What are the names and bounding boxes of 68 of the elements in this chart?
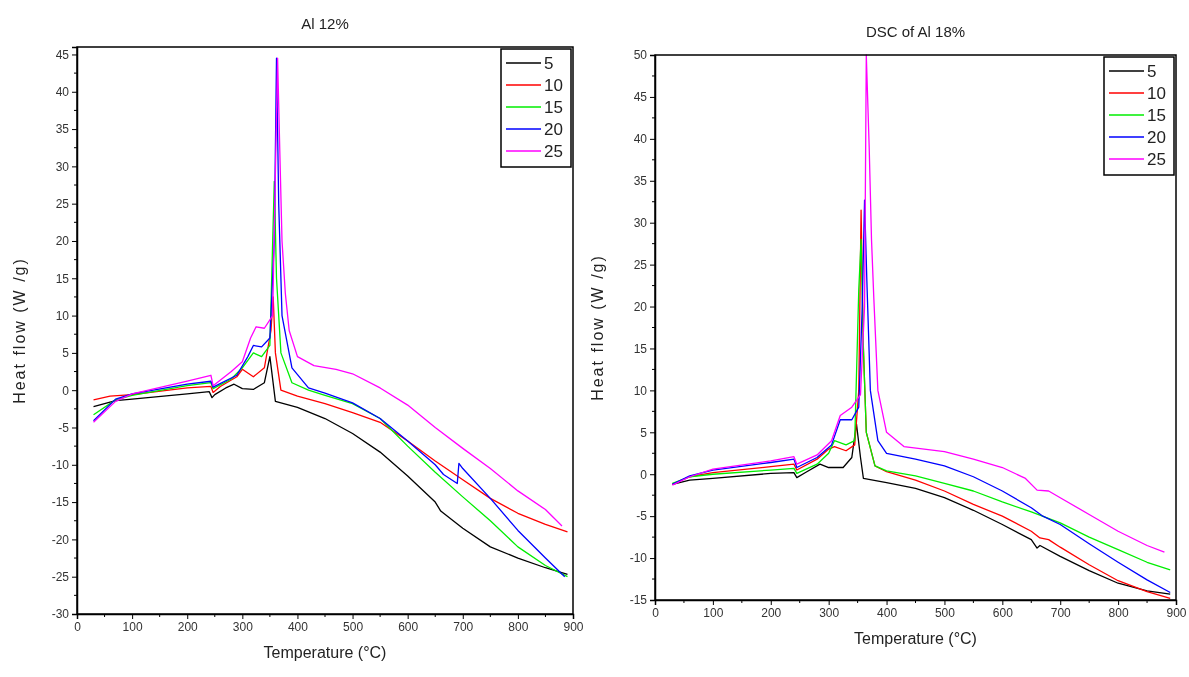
y-tick-label: 35	[633, 174, 648, 189]
x-tick-label: 300	[232, 619, 254, 634]
legend-label: 15	[1147, 106, 1166, 125]
x-axis-title: Temperature (°C)	[263, 644, 387, 661]
x-axis-title: Temperature (°C)	[854, 630, 977, 647]
chart-title: Al 12%	[301, 15, 349, 32]
legend-label: 10	[1147, 84, 1166, 103]
legend-label: 25	[544, 142, 563, 161]
y-tick-label: 25	[55, 197, 70, 212]
y-tick-label: 30	[55, 159, 70, 174]
x-tick-label: 600	[398, 619, 419, 634]
y-tick-label: 5	[62, 346, 70, 361]
line-series	[671, 54, 1166, 553]
legend-label: 20	[544, 120, 563, 139]
x-tick-label: 500	[934, 605, 956, 620]
x-tick-label: 0	[74, 619, 82, 634]
y-tick-label: -25	[51, 570, 70, 585]
y-tick-label: 50	[633, 48, 648, 63]
y-tick-label: 40	[633, 132, 648, 147]
y-tick-label: 15	[633, 341, 648, 356]
x-tick-label: 600	[992, 605, 1014, 620]
legend-label: 5	[1147, 62, 1157, 81]
x-tick-label: 300	[819, 605, 840, 620]
y-tick-label: 45	[55, 47, 70, 62]
y-tick-label: -15	[629, 593, 648, 608]
y-tick-label: 20	[633, 299, 648, 314]
legend-label: 15	[544, 98, 563, 117]
y-tick-label: 15	[55, 271, 70, 286]
y-tick-label: -10	[629, 551, 648, 566]
x-tick-label: 700	[453, 619, 474, 634]
legend-label: 5	[544, 54, 554, 73]
y-tick-label: 35	[55, 122, 70, 137]
y-tick-label: -5	[58, 420, 70, 435]
y-tick-label: -20	[51, 532, 70, 547]
y-tick-label: 10	[633, 383, 648, 398]
x-tick-label: 400	[877, 605, 898, 620]
line-series	[92, 355, 569, 576]
y-axis-title: Heat flow (W /g)	[589, 254, 606, 401]
x-tick-label: 100	[703, 605, 724, 620]
y-axis-title: Heat flow (W /g)	[11, 257, 28, 404]
x-tick-label: 800	[1108, 605, 1129, 620]
x-tick-label: 900	[1166, 605, 1187, 620]
y-tick-label: 40	[55, 85, 70, 100]
y-tick-label: 5	[640, 425, 648, 440]
x-tick-label: 200	[177, 619, 199, 634]
x-tick-label: 500	[343, 619, 364, 634]
y-tick-label: -5	[636, 509, 648, 524]
x-tick-label: 900	[563, 619, 584, 634]
x-tick-label: 100	[122, 619, 143, 634]
y-tick-label: -10	[51, 458, 70, 473]
y-tick-label: -15	[51, 495, 70, 510]
y-tick-label: 0	[640, 467, 648, 482]
legend-label: 25	[1147, 150, 1166, 169]
y-tick-label: 45	[633, 90, 648, 105]
y-tick-label: 10	[55, 308, 70, 323]
y-tick-label: 0	[62, 383, 70, 398]
chart-title: DSC of Al 18%	[865, 23, 966, 40]
x-tick-label: 800	[508, 619, 529, 634]
x-tick-label: 400	[287, 619, 309, 634]
y-tick-label: -30	[51, 607, 70, 622]
x-tick-label: 200	[761, 605, 782, 620]
legend-label: 10	[544, 76, 563, 95]
x-tick-label: 0	[652, 605, 660, 620]
x-tick-label: 700	[1050, 605, 1072, 620]
legend-label: 20	[1147, 128, 1166, 147]
y-tick-label: 25	[633, 257, 648, 272]
y-tick-label: 30	[633, 216, 648, 231]
y-tick-label: 20	[55, 234, 70, 249]
